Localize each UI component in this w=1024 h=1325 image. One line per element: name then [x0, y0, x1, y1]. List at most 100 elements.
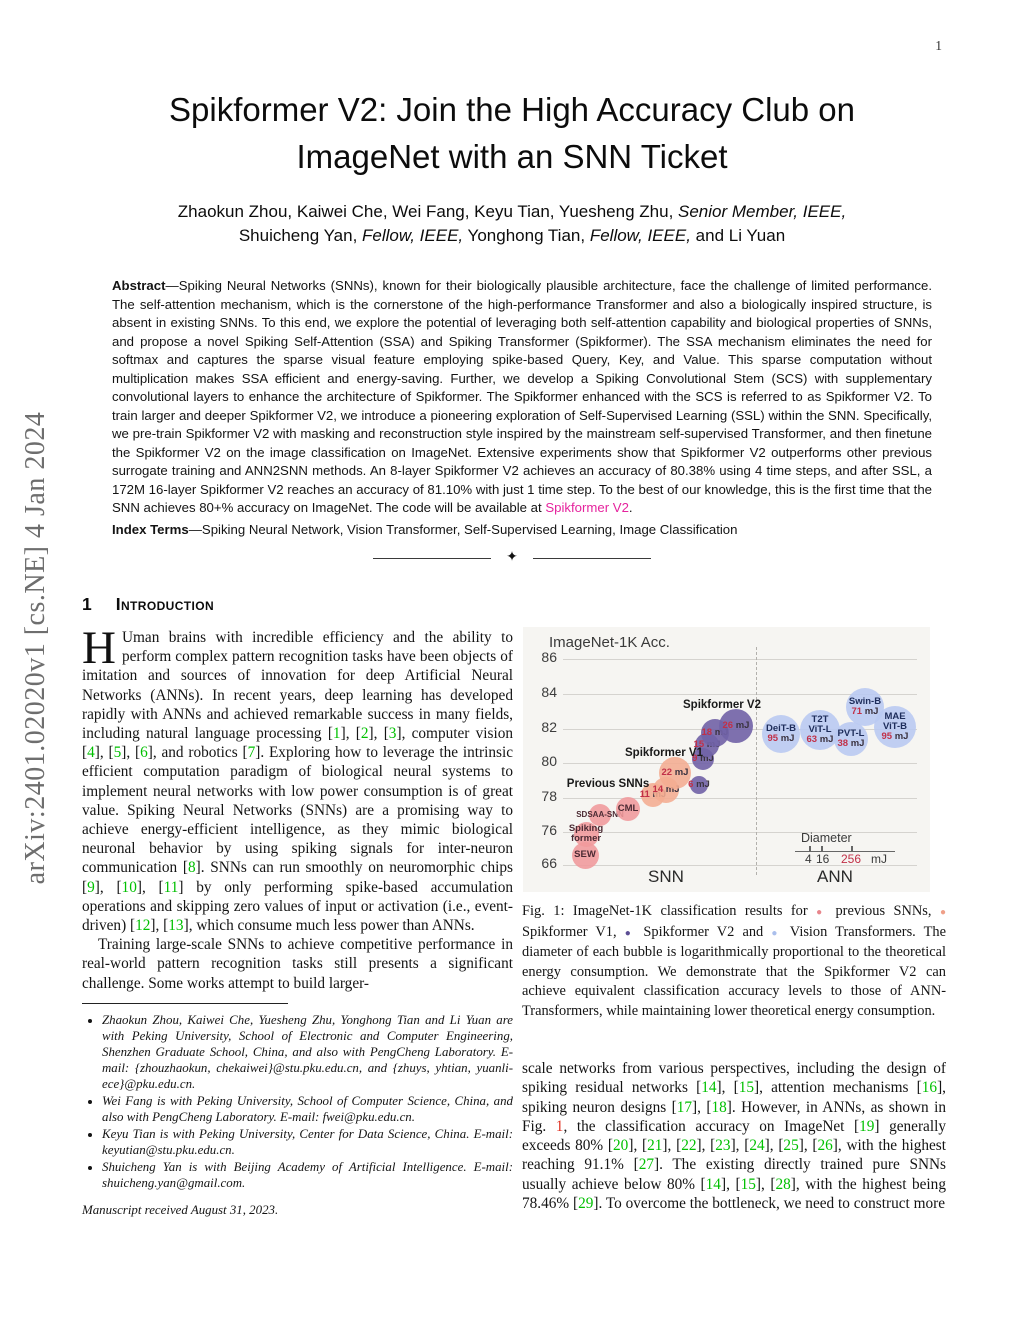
text-segment-link[interactable]: Spikformer V2	[545, 500, 629, 515]
citation-ref[interactable]: 3	[388, 725, 397, 743]
citation-ref[interactable]: 28	[775, 1175, 791, 1193]
y-axis-tick-label: 82	[541, 719, 557, 735]
diamond-separator-icon: ✦	[506, 550, 518, 565]
y-axis-tick-label: 84	[541, 684, 557, 700]
bubble-energy-label: 26 mJ	[722, 719, 750, 731]
citation-ref[interactable]: 26	[817, 1137, 833, 1155]
citation-ref[interactable]: 15	[740, 1175, 756, 1193]
index-terms: Index Terms—Spiking Neural Network, Visi…	[112, 522, 932, 537]
chart-title: ImageNet-1K Acc.	[549, 634, 670, 651]
citation-ref[interactable]: 14	[701, 1079, 717, 1097]
separator-line-right	[532, 557, 651, 559]
citation-ref[interactable]: 19	[859, 1117, 875, 1135]
bubble-energy-label: 63 mJ	[806, 733, 834, 745]
chart-bubble-deit-b: DeiT-B 95 mJ	[762, 715, 800, 753]
citation-ref[interactable]: 6	[140, 744, 148, 762]
bubble-name-label: SEW	[574, 849, 596, 860]
text-segment: Fig. 1: ImageNet-1K classification resul…	[522, 903, 817, 919]
manuscript-received-note: Manuscript received August 31, 2023.	[82, 1202, 279, 1217]
citation-ref[interactable]: 11	[163, 878, 179, 896]
text-segment-i: Fellow, IEEE,	[589, 226, 691, 245]
citation-ref[interactable]: 10	[121, 878, 137, 896]
chart-gridline	[563, 832, 917, 833]
citation-ref[interactable]: 4	[87, 744, 95, 762]
citation-ref[interactable]: 24	[749, 1137, 765, 1155]
chart-bubble-sdsaa-snn: SDSAA-SNN	[576, 804, 624, 826]
diameter-legend-axis	[795, 851, 895, 852]
citation-ref[interactable]: 20	[613, 1137, 629, 1155]
intro-paragraph-1-text: Uman brains with incredible efficiency a…	[82, 629, 514, 935]
text-segment-dot-v2: ●	[624, 927, 636, 939]
arxiv-sidebar-label: arXiv:2401.02020v1 [cs.NE] 4 Jan 2024	[20, 411, 51, 885]
separator-line-left	[373, 557, 492, 559]
citation-ref[interactable]: 14	[705, 1175, 721, 1193]
diameter-legend-tickmark	[809, 846, 811, 851]
chart-bubble-swin-b: Swin-B 71 mJ	[846, 688, 884, 726]
citation-ref[interactable]: 12	[135, 917, 151, 935]
chart-gridline	[563, 763, 917, 764]
citation-ref[interactable]: 15	[738, 1079, 755, 1097]
citation-ref[interactable]: 25	[783, 1137, 799, 1155]
footnote-rule	[82, 1002, 288, 1004]
diameter-legend-value: 16	[816, 852, 830, 866]
y-axis-tick-label: 76	[541, 822, 557, 838]
section-heading-introduction: 1 Introduction	[82, 594, 513, 615]
citation-ref[interactable]: 22	[681, 1137, 697, 1155]
text-segment: —Spiking Neural Networks (SNNs), known f…	[112, 278, 932, 515]
snn-ann-divider	[756, 647, 757, 875]
citation-ref[interactable]: 29	[578, 1195, 594, 1213]
chart-bubble-spikformer-v2-6mj: 6 mJ	[688, 776, 710, 794]
text-segment-dot-ann: ●	[771, 927, 782, 939]
chart-plot: 86 84 82 80 78 76 66 SNN ANN SEW Spiking former SDSA…	[523, 627, 930, 892]
paper-title-line2: ImageNet with an SNN Ticket	[296, 138, 728, 175]
citation-ref[interactable]: 13	[168, 917, 184, 935]
x-axis-group-label-ann: ANN	[817, 867, 853, 886]
bubble-name-label: SDSAA-SNN	[576, 810, 624, 819]
author-line2: Shuicheng Yan, Fellow, IEEE, Yonghong Ti…	[0, 224, 1024, 248]
citation-ref[interactable]: 5	[113, 744, 122, 762]
text-segment: Zhaokun Zhou, Kaiwei Che, Wei Fang, Keyu…	[177, 202, 679, 221]
citation-ref[interactable]: 18	[711, 1098, 727, 1116]
dropcap-letter: H	[82, 622, 116, 674]
figure-ref[interactable]: 1	[555, 1117, 564, 1135]
diameter-legend-tickmark	[821, 846, 823, 851]
paper-title-line1: Spikformer V2: Join the High Accuracy Cl…	[169, 91, 855, 128]
diameter-legend-unit: mJ	[871, 852, 887, 866]
citation-ref[interactable]: 2	[360, 725, 369, 743]
section-separator: ✦	[0, 551, 1024, 565]
text-segment: and Li Yuan	[690, 226, 786, 245]
diameter-legend-value: 256	[841, 852, 862, 866]
citation-ref[interactable]: 17	[676, 1098, 693, 1116]
diameter-legend-tickmark	[851, 846, 853, 851]
citation-ref[interactable]: 9	[87, 878, 95, 896]
abstract: Abstract—Spiking Neural Networks (SNNs),…	[112, 277, 932, 518]
chart-gridline	[563, 798, 917, 799]
text-segment: .	[628, 500, 633, 515]
author-footnotes: Zhaokun Zhou, Kaiwei Che, Yuesheng Zhu, …	[86, 1012, 513, 1191]
citation-ref[interactable]: 21	[647, 1137, 663, 1155]
chart-bubble-mae-vit-b: MAE ViT-B 95 mJ	[874, 706, 916, 748]
bubble-energy-label: 95 mJ	[881, 730, 909, 742]
bubble-name-label: ViT-L	[808, 723, 832, 735]
citation-ref[interactable]: 27	[638, 1156, 654, 1174]
bubble-energy-label: 9 mJ	[692, 752, 714, 764]
footnote-item: Wei Fang is with Peking University, Scho…	[102, 1093, 513, 1125]
intro-paragraph-1: H Uman brains with incredible efficiency …	[82, 622, 514, 935]
bubble-name-label: ViT-B	[882, 720, 908, 732]
citation-ref[interactable]: 7	[247, 744, 256, 762]
bubble-name-label: CML	[617, 803, 639, 814]
author-list: Zhaokun Zhou, Kaiwei Che, Wei Fang, Keyu…	[0, 200, 1024, 248]
bubble-energy-label: 6 mJ	[688, 778, 710, 790]
chart-annotation-spikformer-v1: Spikformer V1	[625, 747, 703, 759]
right-column: ImageNet-1K Acc. 86 84 82 80 78 76 66 SNN ANN SEW…	[522, 594, 946, 1213]
right-column-paragraph: scale networks from various perspectives…	[522, 1060, 946, 1213]
diameter-legend-value: 4	[805, 852, 812, 866]
author-line1: Zhaokun Zhou, Kaiwei Che, Wei Fang, Keyu…	[0, 200, 1024, 224]
diameter-legend-label: Diameter	[801, 831, 852, 845]
citation-ref[interactable]: 23	[715, 1137, 731, 1155]
citation-ref[interactable]: 1	[332, 725, 341, 743]
bubble-name-label: MAE	[884, 710, 906, 722]
citation-ref[interactable]: 16	[921, 1079, 938, 1097]
chart-gridline	[563, 694, 917, 695]
citation-ref[interactable]: 8	[187, 859, 196, 877]
